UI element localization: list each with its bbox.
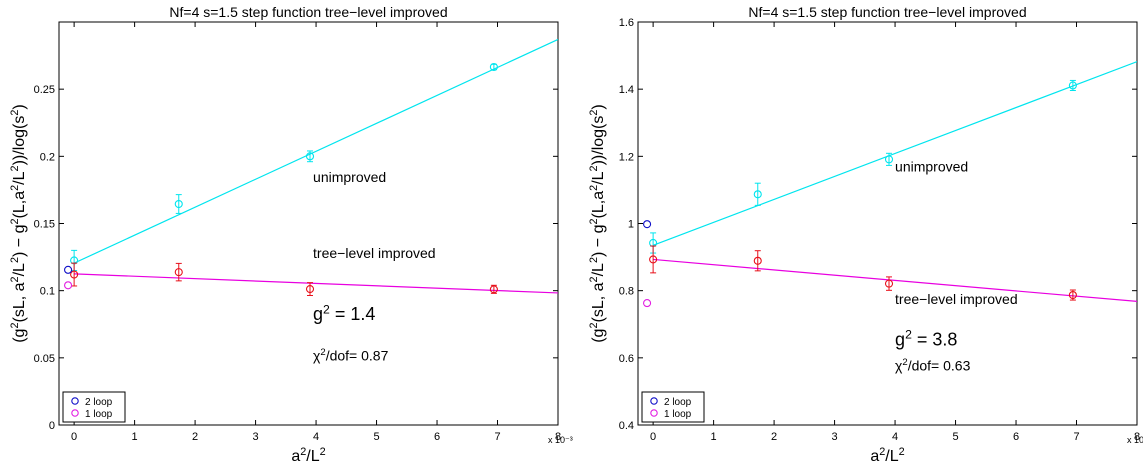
fit-line-1: [652, 61, 1137, 246]
y-axis-label: (g2(sL, a2/L2) − g2(L,a2/L2))/log(s2): [9, 104, 28, 343]
x-tick-label: 4: [313, 431, 319, 443]
y-tick-label: 1.2: [619, 151, 634, 163]
legend-box: [641, 391, 705, 423]
x-tick-label: 6: [434, 431, 440, 443]
x-tick-label: 1: [132, 431, 138, 443]
x-tick-label: 5: [952, 431, 958, 443]
x-tick-label: 2: [771, 431, 777, 443]
y-tick-label: 0.4: [619, 420, 634, 432]
legend-label: 1 loop: [664, 409, 692, 420]
x-tick-label: 2: [192, 431, 198, 443]
y-tick-label: 0.05: [34, 353, 55, 365]
y-tick-label: 0.1: [40, 286, 55, 298]
annotation-2: tree−level improved: [895, 291, 1018, 307]
y-axis-label: (g2(sL, a2/L2) − g2(L,a2/L2))/log(s2): [588, 104, 607, 343]
plot-frame: [637, 21, 1138, 426]
chart-title: Nf=4 s=1.5 step function tree−level impr…: [748, 4, 1026, 20]
x-axis-label: a2/L2: [291, 446, 325, 465]
legend-label: 1 loop: [85, 409, 113, 420]
chart-title: Nf=4 s=1.5 step function tree−level impr…: [169, 4, 447, 20]
fit-line-1: [73, 38, 558, 264]
plot-area: [64, 38, 558, 297]
data-point-series-2: [649, 255, 658, 264]
y-tick-label: 1: [628, 219, 634, 231]
legend-box: [62, 391, 126, 423]
legend-marker: [650, 409, 658, 417]
plot-frame: [58, 21, 559, 426]
annotation-4: χ2/dof= 0.63: [895, 357, 971, 373]
legend-label: 2 loop: [664, 397, 692, 408]
x-tick-label: 6: [1013, 431, 1019, 443]
x-tick-label: 1: [711, 431, 717, 443]
x-axis-label: a2/L2: [870, 446, 904, 465]
legend-label: 2 loop: [85, 397, 113, 408]
x-tick-label: 8: [1134, 431, 1140, 443]
y-tick-label: 0: [49, 420, 55, 432]
data-point-series-1: [884, 155, 894, 164]
annotation-3: g2 = 1.4: [313, 302, 375, 324]
x-tick-label: 3: [253, 431, 259, 443]
legend-marker: [650, 397, 658, 405]
x-tick-label: 7: [1073, 431, 1079, 443]
y-tick-label: 1.4: [619, 84, 634, 96]
x-axis-multiplier: x 10⁻³: [548, 435, 573, 445]
fit-line-2: [74, 273, 558, 294]
annotation-1: unimproved: [313, 169, 386, 185]
data-point-series-1: [489, 62, 498, 72]
legend-marker: [71, 397, 79, 405]
y-tick-label: 0.15: [34, 219, 55, 231]
data-point-series-2: [884, 279, 894, 288]
x-tick-label: 3: [832, 431, 838, 443]
x-tick-label: 4: [892, 431, 898, 443]
y-tick-label: 0.8: [619, 286, 634, 298]
data-point-series-2: [1068, 290, 1077, 300]
data-point-series-2: [174, 268, 183, 277]
annotation-4: χ2/dof= 0.87: [313, 347, 389, 363]
loop-marker-1: [643, 220, 652, 229]
annotation-2: tree−level improved: [313, 245, 436, 261]
data-point-series-2: [489, 285, 498, 294]
data-point-series-2: [753, 256, 762, 265]
x-tick-label: 7: [494, 431, 500, 443]
loop-marker-2: [64, 281, 73, 290]
data-point-series-1: [1068, 81, 1077, 90]
x-tick-label: 5: [373, 431, 379, 443]
data-point-series-1: [753, 190, 762, 199]
x-axis-multiplier: x 10⁻³: [1127, 435, 1143, 445]
chart-panel-1: 0 1 2 3 4 5 6 7 8 0 0.05 0.1 0.15 0.2 0.25 Nf=4 s=1.5 s…: [9, 4, 573, 465]
data-point-series-2: [305, 285, 315, 294]
x-tick-label: 8: [555, 431, 561, 443]
y-tick-label: 1.6: [619, 17, 634, 29]
loop-marker-1: [64, 265, 73, 274]
fit-line-2: [653, 258, 1137, 303]
chart-panel-2: 0 1 2 3 4 5 6 7 8 0.4 0.6 0.8 1 1.2 1.4 1.6 Nf=4 s=1.5 s…: [588, 4, 1143, 465]
x-tick-label: 0: [650, 431, 656, 443]
plot-area: [643, 61, 1137, 308]
x-tick-label: 0: [71, 431, 77, 443]
annotation-3: g2 = 3.8: [895, 328, 957, 350]
data-point-series-2: [70, 270, 79, 279]
loop-marker-2: [643, 299, 652, 308]
data-point-series-1: [305, 152, 315, 161]
y-tick-label: 0.6: [619, 353, 634, 365]
annotation-1: unimproved: [895, 158, 968, 174]
legend-marker: [71, 409, 79, 417]
y-tick-label: 0.2: [40, 151, 55, 163]
y-tick-label: 0.25: [34, 84, 55, 96]
data-point-series-1: [174, 199, 183, 209]
